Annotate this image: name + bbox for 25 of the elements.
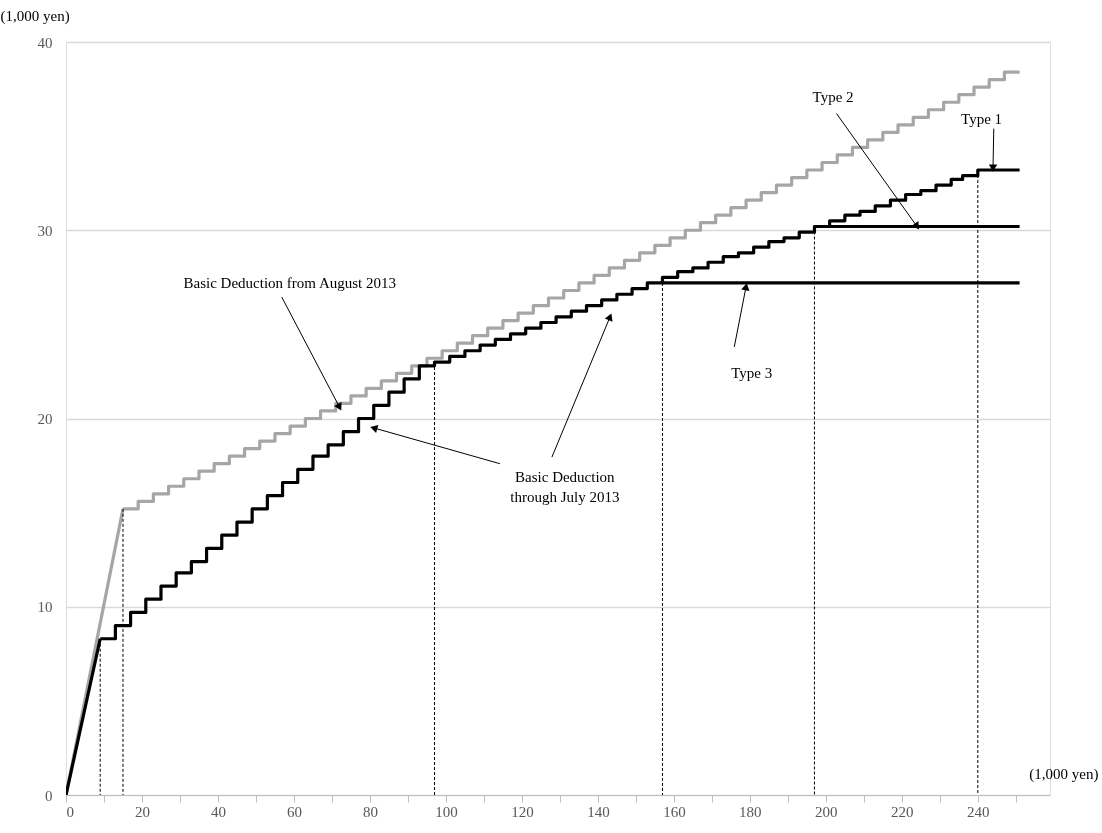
x-tick-label: 80 <box>362 803 378 820</box>
y-axis-title: (1,000 yen) <box>0 7 70 25</box>
x-tick-label: 0 <box>66 803 74 820</box>
x-tick-label: 120 <box>511 803 534 820</box>
annotation: Basic Deduction from August 2013 <box>183 274 397 291</box>
x-tick-label: 60 <box>286 803 302 820</box>
x-tick-label: 240 <box>967 803 990 820</box>
y-tick-label: 10 <box>37 599 53 616</box>
x-axis-title: (1,000 yen) <box>1029 765 1099 783</box>
annotation: Type 1 <box>961 111 1003 128</box>
x-tick-label: 200 <box>815 803 838 820</box>
annotation: Type 3 <box>731 365 773 382</box>
x-tick-label: 180 <box>739 803 762 820</box>
x-tick-label: 40 <box>210 803 226 820</box>
x-tick-label: 140 <box>587 803 610 820</box>
y-tick-label: 0 <box>45 787 53 804</box>
x-tick-label: 20 <box>134 803 150 820</box>
y-tick-label: 40 <box>37 34 53 51</box>
y-tick-label: 20 <box>37 411 53 427</box>
annotation: Type 2 <box>812 88 854 105</box>
y-tick-label: 30 <box>37 222 53 239</box>
x-tick-label: 160 <box>663 803 686 820</box>
x-tick-label: 100 <box>435 803 458 820</box>
annotation: Basic Deduction through July 2013 <box>510 468 620 505</box>
x-tick-label: 220 <box>891 803 914 820</box>
